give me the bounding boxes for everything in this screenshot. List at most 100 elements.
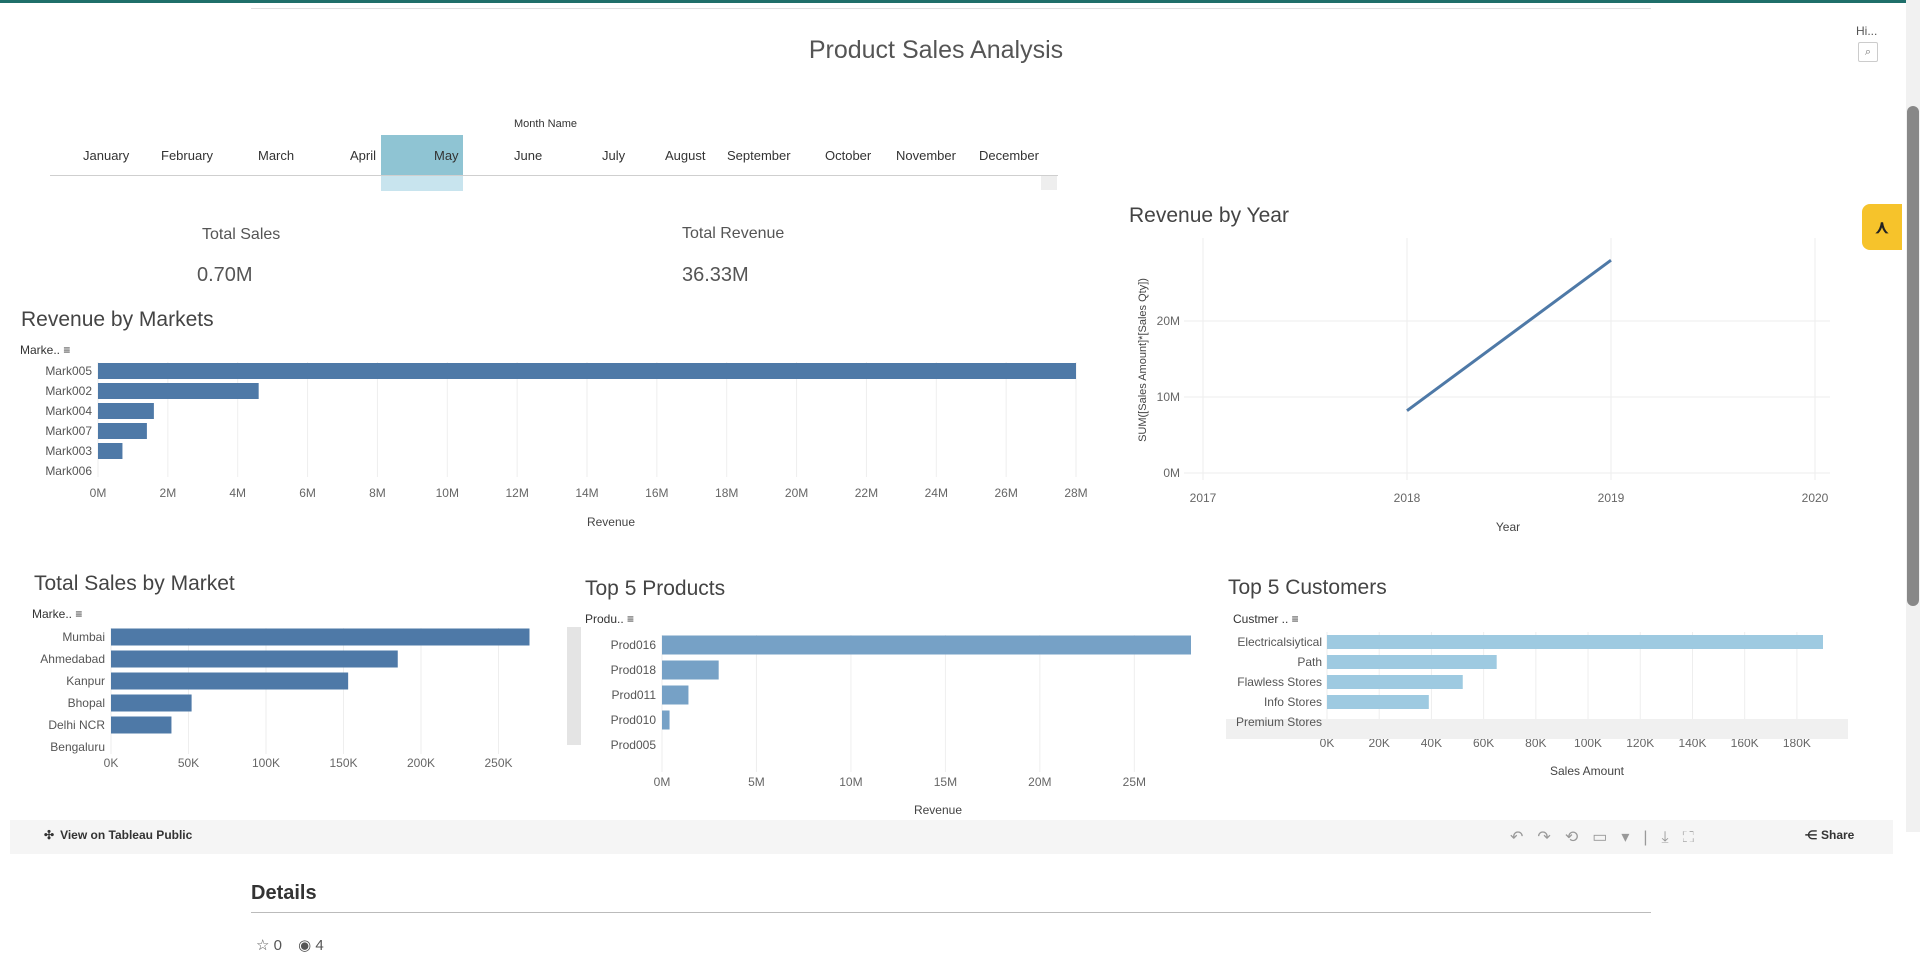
total_sales_by_market-bar — [111, 651, 398, 668]
revenue_by_markets-x-axis-label: Revenue — [587, 515, 635, 529]
revenue_by_markets-tick-label: 20M — [785, 486, 808, 500]
revenue_by_markets-category-label: Mark002 — [45, 384, 92, 398]
views-count: 4 — [315, 937, 323, 954]
top5_products-category-label: Prod010 — [611, 713, 657, 727]
total_sales_by_market-bar — [111, 629, 530, 646]
top5_customers-category-label: Premium Stores — [1236, 715, 1322, 729]
favorite-star-icon[interactable]: ☆ — [256, 937, 269, 954]
details-heading: Details — [251, 882, 317, 905]
revert-icon[interactable]: ⟲ — [1565, 829, 1592, 846]
charts-canvas: Marke.. ≡ 0M 2M 4M 6M 8M 10M 12M 14M 16M 18M 20M 22M… — [0, 0, 1920, 820]
revenue-tick-label: 10M — [1157, 390, 1180, 404]
refresh-icon[interactable]: ▭ — [1592, 829, 1621, 846]
total_sales_by_market-header: Marke.. ≡ — [32, 607, 82, 621]
top5_products-tick-label: 0M — [654, 775, 671, 789]
view-on-tableau-label: View on Tableau Public — [60, 828, 192, 842]
tableau-logo-icon: ✣ — [44, 828, 54, 842]
revenue_by_markets-category-label: Mark003 — [45, 444, 92, 458]
sales-market-scrollbar — [567, 627, 581, 745]
top5_customers-category-label: Flawless Stores — [1237, 675, 1322, 689]
top5_products-tick-label: 10M — [839, 775, 862, 789]
revenue_by_markets-tick-label: 28M — [1064, 486, 1087, 500]
revenue_by_markets-tick-label: 16M — [645, 486, 668, 500]
revenue_by_markets-tick-label: 6M — [299, 486, 316, 500]
y-axis-label: SUM([Sales Amount]*[Sales Qty]) — [1137, 278, 1149, 442]
top5_products-category-label: Prod018 — [611, 663, 657, 677]
total_sales_by_market-tick-label: 0K — [104, 756, 119, 770]
undo-icon[interactable]: ↶ — [1510, 829, 1537, 846]
revenue_by_markets-bar — [98, 423, 147, 439]
revenue_by_markets-bar — [98, 403, 154, 419]
revenue_by_markets-bar — [98, 383, 259, 399]
total_sales_by_market-bar — [111, 673, 348, 690]
pause-icon[interactable]: ▾ — [1621, 829, 1643, 846]
revenue_by_markets-tick-label: 24M — [925, 486, 948, 500]
revenue_by_markets-tick-label: 26M — [994, 486, 1017, 500]
revenue_by_markets-bar — [98, 443, 122, 459]
top5_products-category-label: Prod011 — [612, 688, 657, 702]
revenue_by_markets-category-label: Mark005 — [45, 364, 92, 378]
total_sales_by_market-tick-label: 50K — [178, 756, 199, 770]
revenue_by_markets-header: Marke.. ≡ — [20, 343, 70, 357]
revenue_by_markets-tick-label: 4M — [229, 486, 246, 500]
revenue_by_markets-tick-label: 18M — [715, 486, 738, 500]
top5_products-bar — [662, 686, 688, 705]
top5_customers-header: Custmer .. ≡ — [1233, 612, 1299, 626]
total_sales_by_market-bar — [111, 717, 171, 734]
top5_products-category-label: Prod016 — [611, 638, 657, 652]
top5_products-header: Produ.. ≡ — [585, 612, 634, 626]
top5_customers-category-label: Info Stores — [1264, 695, 1322, 709]
revenue_by_markets-tick-label: 22M — [855, 486, 878, 500]
toolbar-actions: ↶↷⟲▭▾|⤓⛶ — [1510, 827, 1708, 847]
revenue-tick-label: 0M — [1163, 466, 1180, 480]
top5_customers-bar — [1327, 675, 1463, 689]
share-icon: ⋲ — [1805, 828, 1817, 842]
year-tick-label: 2017 — [1190, 491, 1217, 505]
details-stats: ☆ 0 ◉ 4 — [256, 936, 324, 954]
total_sales_by_market-category-label: Ahmedabad — [40, 652, 105, 666]
top5_customers-bar — [1327, 695, 1429, 709]
redo-icon[interactable]: ↷ — [1537, 829, 1564, 846]
revenue_by_markets-tick-label: 14M — [575, 486, 598, 500]
total_sales_by_market-tick-label: 200K — [407, 756, 435, 770]
fullscreen-icon[interactable]: ⛶ — [1683, 829, 1708, 846]
total_sales_by_market-tick-label: 250K — [484, 756, 512, 770]
revenue_by_markets-category-label: Mark004 — [45, 404, 92, 418]
views-eye-icon: ◉ — [298, 937, 311, 954]
total_sales_by_market-tick-label: 150K — [329, 756, 357, 770]
revenue-line — [1407, 260, 1611, 410]
favorites-count: 0 — [274, 937, 282, 954]
revenue_by_markets-tick-label: 2M — [160, 486, 177, 500]
top5_customers-bar — [1327, 655, 1497, 669]
top5_products-tick-label: 5M — [748, 775, 765, 789]
share-label: Share — [1821, 828, 1854, 842]
total_sales_by_market-tick-label: 100K — [252, 756, 280, 770]
top5_customers-x-axis-label: Sales Amount — [1550, 764, 1625, 778]
revenue_by_markets-bar — [98, 363, 1076, 379]
revenue_by_markets-tick-label: 10M — [436, 486, 459, 500]
year-tick-label: 2020 — [1802, 491, 1829, 505]
top5_customers-bar — [1327, 635, 1823, 649]
total_sales_by_market-bar — [111, 695, 192, 712]
total_sales_by_market-category-label: Mumbai — [62, 630, 105, 644]
top5_products-bar — [662, 711, 670, 730]
top5_customers-category-label: Electricalsiytical — [1237, 635, 1322, 649]
revenue-tick-label: 20M — [1157, 314, 1180, 328]
top5_products-bar — [662, 636, 1191, 655]
top5_products-category-label: Prod005 — [611, 738, 657, 752]
total_sales_by_market-category-label: Bhopal — [68, 696, 105, 710]
view-on-tableau-link[interactable]: ✣ View on Tableau Public — [44, 828, 192, 842]
top5_products-tick-label: 15M — [934, 775, 957, 789]
download-icon[interactable]: ⤓ — [1662, 829, 1683, 846]
revenue_by_markets-category-label: Mark007 — [45, 424, 92, 438]
top5_products-tick-label: 25M — [1123, 775, 1146, 789]
details-divider — [251, 912, 1651, 913]
toolbar-divider: | — [1643, 829, 1661, 846]
revenue_by_markets-tick-label: 8M — [369, 486, 386, 500]
total_sales_by_market-category-label: Kanpur — [66, 674, 105, 688]
year-tick-label: 2018 — [1394, 491, 1421, 505]
revenue_by_markets-tick-label: 12M — [505, 486, 528, 500]
total_sales_by_market-category-label: Delhi NCR — [48, 718, 105, 732]
year-tick-label: 2019 — [1598, 491, 1625, 505]
share-button[interactable]: ⋲ Share — [1805, 828, 1854, 842]
